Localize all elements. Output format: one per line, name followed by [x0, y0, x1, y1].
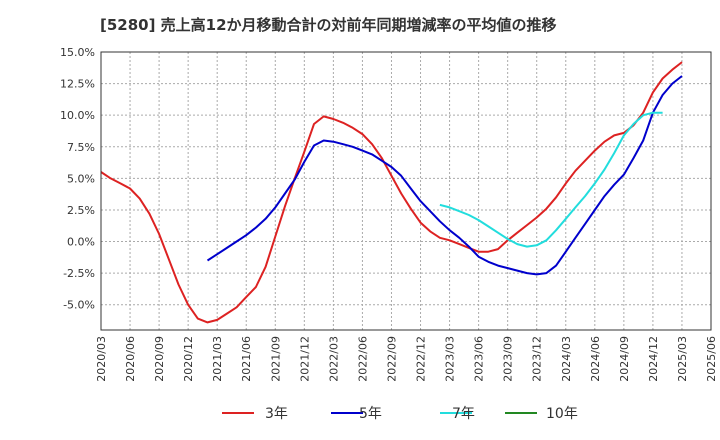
grid-lines: [100, 51, 712, 330]
y-tick-label: 2.5%: [67, 204, 95, 217]
x-tick-label: 2023/09: [502, 336, 515, 382]
y-tick-label: 10.0%: [60, 109, 95, 122]
x-tick-label: 2023/12: [531, 336, 544, 382]
x-tick-label: 2024/06: [589, 336, 602, 382]
series-line: [100, 61, 683, 324]
y-tick-label: -5.0%: [63, 299, 95, 312]
x-tick-label: 2021/06: [240, 336, 253, 382]
y-tick-label: 12.5%: [60, 78, 95, 91]
legend: 3年 5年 7年 10年: [222, 406, 578, 422]
x-tick-label: 2020/06: [124, 336, 137, 382]
x-tick-label: 2021/12: [298, 336, 311, 382]
x-tick-label: 2024/12: [647, 336, 660, 382]
y-tick-label: -2.5%: [63, 267, 95, 280]
x-tick-label: 2025/03: [676, 336, 689, 382]
legend-label: 10年: [546, 406, 578, 422]
y-tick-label: 0.0%: [67, 236, 95, 249]
chart-title: [5280] 売上高12か月移動合計の対前年同期増減率の平均値の推移: [100, 16, 557, 34]
x-tick-label: 2023/03: [444, 336, 457, 382]
x-tick-label: 2020/03: [95, 336, 108, 382]
legend-label: 3年: [265, 406, 288, 422]
x-tick-label: 2024/09: [618, 336, 631, 382]
x-tick-label: 2020/12: [182, 336, 195, 382]
legend-label: 7年: [452, 406, 475, 422]
y-axis-ticks: 15.0% 12.5% 10.0% 7.5% 5.0% 2.5% 0.0% -2.5% -5.0…: [60, 46, 95, 312]
x-tick-label: 2020/09: [153, 336, 166, 382]
series-line: [439, 111, 663, 248]
series-line: [206, 75, 683, 276]
x-tick-label: 2021/09: [269, 336, 282, 382]
x-axis-ticks: 2020/03 2020/06 2020/09 2020/12 2021/03 2021/…: [95, 336, 718, 382]
x-tick-label: 2022/06: [356, 336, 369, 382]
x-tick-label: 2024/03: [560, 336, 573, 382]
y-tick-label: 5.0%: [67, 172, 95, 185]
y-tick-label: 7.5%: [67, 141, 95, 154]
y-tick-label: 15.0%: [60, 46, 95, 59]
series-lines: [100, 61, 683, 324]
x-tick-label: 2021/03: [211, 336, 224, 382]
x-tick-label: 2022/03: [327, 336, 340, 382]
legend-label: 5年: [359, 406, 382, 422]
x-tick-label: 2022/09: [385, 336, 398, 382]
x-tick-label: 2025/06: [705, 336, 718, 382]
x-tick-label: 2023/06: [473, 336, 486, 382]
x-tick-label: 2022/12: [415, 336, 428, 382]
plot-frame: [100, 51, 712, 331]
